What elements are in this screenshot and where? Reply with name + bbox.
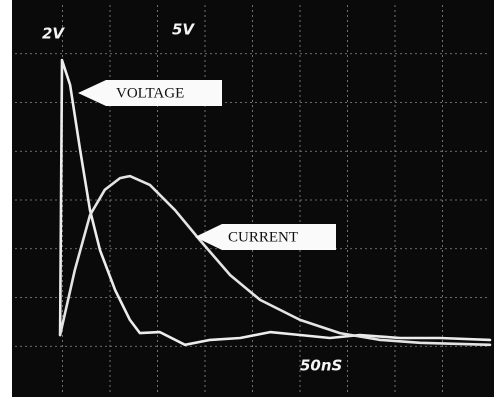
channel-1-scale: 2V — [42, 25, 65, 43]
timebase: 50nS — [300, 357, 342, 375]
graticule — [15, 5, 490, 395]
voltage-pointer — [78, 80, 222, 106]
current-label: CURRENT — [228, 229, 298, 245]
screen — [12, 0, 494, 397]
voltage-label: VOLTAGE — [116, 85, 184, 101]
channel-2-scale: 5V — [172, 21, 195, 39]
trace — [58, 174, 492, 347]
traces — [58, 58, 492, 347]
current-pointer — [195, 224, 336, 250]
